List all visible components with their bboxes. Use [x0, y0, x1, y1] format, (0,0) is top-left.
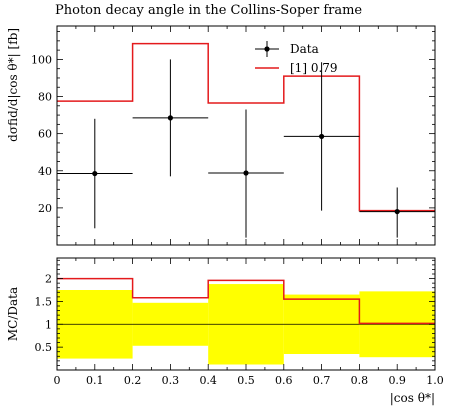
x-tick-label: 0.3 [162, 374, 180, 387]
main-plot: 20 40 60 80 100 dσfid/d|cos θ*| [fb] [6, 25, 436, 246]
y-tick-label: 80 [38, 91, 52, 104]
x-tick-label: 0.7 [313, 374, 331, 387]
x-axis-label: |cos θ*| [390, 391, 435, 405]
y-axis-label: dσfid/d|cos θ*| [fb] [6, 28, 20, 142]
ratio-y-tick-label: 0.5 [35, 341, 53, 354]
data-point [167, 115, 173, 121]
ratio-mc-line [57, 277, 435, 325]
x-tick-label: 0.8 [351, 374, 369, 387]
y-tick-label: 20 [38, 202, 52, 215]
ratio-y-tick-label: 2 [45, 273, 52, 286]
ratio-y-tick-label: 1 [45, 318, 52, 331]
mc-histogram-line [57, 42, 435, 212]
ratio-plot: 0 0.1 0.2 0.3 0.4 0.5 0.6 0.7 0.8 0.9 1.0 0.5 1 1.5 2 M… [6, 257, 444, 405]
x-tick-label: 0.6 [275, 374, 293, 387]
data-point [394, 208, 400, 215]
ratio-y-tick-label: 1.5 [35, 295, 53, 308]
data-point [319, 133, 325, 140]
x-tick-label: 0.2 [124, 374, 142, 387]
y-tick-label: 40 [38, 165, 52, 178]
x-tick-label: 0.4 [199, 374, 217, 387]
x-tick-label: 0.9 [388, 374, 406, 387]
x-tick-label: 0.5 [237, 374, 255, 387]
chart-title: Photon decay angle in the Collins-Soper … [55, 3, 363, 18]
data-point [243, 170, 249, 176]
x-tick-label: 1.0 [426, 374, 444, 387]
ratio-y-axis-label: MC/Data [6, 287, 20, 341]
data-point [92, 170, 98, 177]
legend: Data [1] 0.79 [255, 41, 338, 75]
y-tick-label: 100 [31, 53, 52, 66]
y-tick-label: 60 [38, 128, 52, 141]
x-tick-label: 0.1 [86, 374, 104, 387]
x-tick-label: 0 [54, 374, 61, 387]
legend-data-marker [264, 46, 270, 52]
legend-label-data: Data [290, 42, 319, 56]
legend-label-mc: [1] 0.79 [290, 61, 338, 75]
